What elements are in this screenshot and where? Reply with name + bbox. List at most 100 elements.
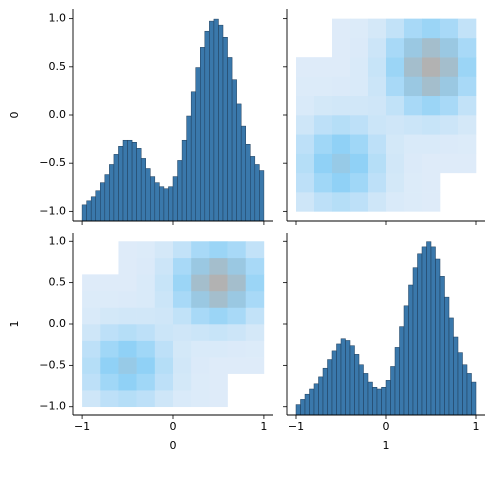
heat-cell <box>100 373 119 391</box>
heat-cell <box>191 373 210 391</box>
y-tick-label: −0.5 <box>39 358 66 371</box>
heat-cell <box>422 192 441 212</box>
heat-cell <box>404 37 423 58</box>
heat-cell <box>440 18 459 39</box>
bar <box>403 305 409 416</box>
y-tick-label: −0.5 <box>39 156 66 169</box>
heat-cell <box>118 290 137 308</box>
heat-cell <box>458 134 477 154</box>
heat-cell <box>173 290 192 308</box>
bar <box>200 47 206 222</box>
heat-cell <box>154 357 174 374</box>
heat-cell <box>100 324 119 341</box>
heat-cell <box>191 241 210 259</box>
heat-cell <box>386 57 405 77</box>
heat-cell <box>191 340 210 358</box>
bar <box>327 359 333 416</box>
heat-cell <box>404 172 423 193</box>
bar <box>448 317 454 416</box>
y-tick-label: 1.0 <box>49 234 67 247</box>
y-tick-label: 0.0 <box>49 108 67 121</box>
y-axis-label: 0 <box>8 112 21 119</box>
heat-cell <box>350 57 369 77</box>
heat-cell <box>422 134 441 154</box>
heat-cell <box>100 307 119 325</box>
heat-cell <box>296 134 315 154</box>
heat-cell <box>404 153 423 174</box>
heat-cell <box>296 115 315 135</box>
bar <box>457 352 463 416</box>
heat-cell <box>314 95 333 116</box>
bar <box>435 258 441 416</box>
heat-cell <box>350 76 369 97</box>
heat-cell <box>314 134 333 154</box>
heat-cell <box>404 76 423 97</box>
heat-cell <box>118 274 137 292</box>
heat-cell <box>209 290 228 308</box>
heat-cell <box>350 37 369 58</box>
heat-cell <box>245 290 265 308</box>
heat-cell <box>118 324 137 341</box>
bar <box>394 347 400 416</box>
x-tick-label: −1 <box>74 420 90 433</box>
heat-cell <box>386 134 405 154</box>
heat-cell <box>245 357 265 374</box>
heat-cell <box>314 57 333 77</box>
bar <box>118 146 124 222</box>
bar <box>466 373 472 416</box>
bar <box>127 139 133 222</box>
heat-cell <box>209 274 228 292</box>
bar <box>163 188 169 222</box>
heat-cell <box>136 373 156 391</box>
heat-cell <box>191 290 210 308</box>
heat-cell <box>368 115 387 135</box>
bar <box>372 387 378 416</box>
heat-cell <box>386 18 405 39</box>
bar <box>240 125 246 222</box>
heat-cell <box>386 95 405 116</box>
heat-cell <box>368 95 387 116</box>
bar <box>204 30 210 222</box>
heat-cell <box>368 18 387 39</box>
heat-cell <box>191 390 210 408</box>
bar <box>322 367 328 416</box>
heat-cell <box>100 357 119 374</box>
heat-cell <box>440 115 459 135</box>
heat-cell <box>332 18 351 39</box>
bar <box>421 246 427 416</box>
heat-cell <box>191 357 210 374</box>
heat-cell <box>458 95 477 116</box>
heat-cell <box>173 257 192 275</box>
heat-cell <box>368 172 387 193</box>
heat-cell <box>82 340 101 358</box>
heat-cell <box>154 340 174 358</box>
panel: −1 0 1 −1.0 −0.5 0.0 0.5 1.0 0 1 <box>8 233 273 452</box>
bar <box>150 176 156 222</box>
heat-cell <box>100 340 119 358</box>
heat-cell <box>227 257 247 275</box>
heat-cell <box>191 257 210 275</box>
heat-cell <box>209 340 228 358</box>
bar <box>417 253 423 416</box>
heat-cell <box>154 307 174 325</box>
heat-cell <box>350 115 369 135</box>
bar <box>90 196 96 222</box>
bar <box>131 142 137 222</box>
heat-cell <box>368 153 387 174</box>
heat-cell <box>314 192 333 212</box>
heat-cell <box>191 307 210 325</box>
heat-cell <box>440 134 459 154</box>
heat-cell <box>136 290 156 308</box>
bar <box>412 267 418 416</box>
heat-cell <box>332 115 351 135</box>
y-tick-label: 0.5 <box>49 60 67 73</box>
bar <box>109 164 115 222</box>
heat-cell <box>458 153 477 174</box>
bar <box>136 148 142 222</box>
heat-cell <box>314 153 333 174</box>
y-tick-label: 1.0 <box>49 12 67 25</box>
heat-cell <box>404 134 423 154</box>
y-tick-label: 0.5 <box>49 276 67 289</box>
bar <box>453 336 459 416</box>
